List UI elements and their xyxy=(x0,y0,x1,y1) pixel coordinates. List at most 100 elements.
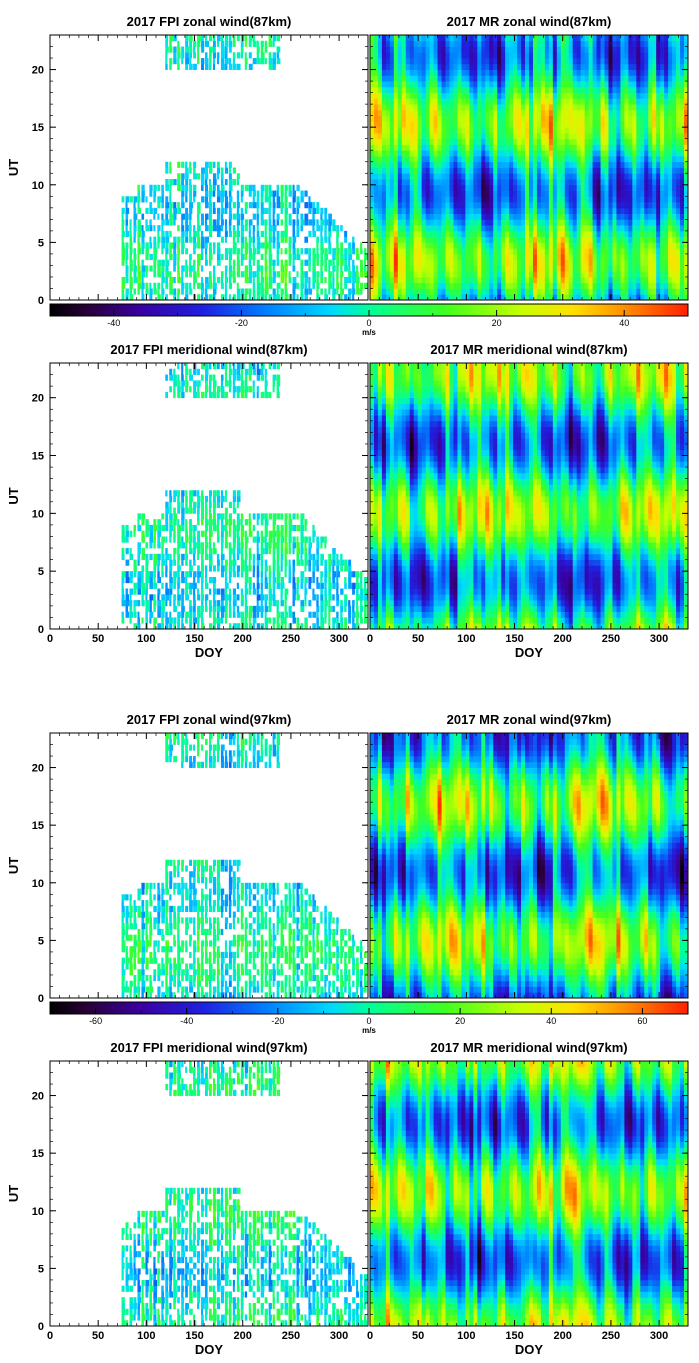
y-tick-label: 20 xyxy=(32,393,44,405)
plot-frame xyxy=(49,34,369,301)
wind-field xyxy=(121,35,368,301)
y-tick-label: 15 xyxy=(32,451,44,463)
y-tick-label: 20 xyxy=(32,1091,44,1103)
x-tick-label: 0 xyxy=(367,1330,373,1342)
colorbar-tick-label: 40 xyxy=(546,1016,556,1026)
x-tick-label: 50 xyxy=(92,633,104,645)
colorbar-tick-label: 60 xyxy=(637,1016,647,1026)
x-tick-label: 300 xyxy=(330,633,348,645)
plot-frame xyxy=(369,732,689,999)
plot-frame xyxy=(49,732,369,999)
panel-title: 2017 FPI meridional wind(87km) xyxy=(110,342,307,357)
x-tick-label: 200 xyxy=(554,633,572,645)
panel-title: 2017 FPI zonal wind(97km) xyxy=(127,712,292,727)
colorbar-unit: m/s xyxy=(362,328,376,337)
x-tick-label: 200 xyxy=(234,1330,252,1342)
x-tick-label: 0 xyxy=(47,1330,53,1342)
plot-frame xyxy=(49,1060,369,1327)
y-tick-label: 0 xyxy=(38,295,44,307)
panel-title: 2017 FPI zonal wind(87km) xyxy=(127,14,292,29)
colorbar-tick-label: 0 xyxy=(366,1016,371,1026)
panel-fpi-0: 2017 FPI zonal wind(87km) 0 5 10 15 20 UT xyxy=(6,14,369,307)
y-tick-label: 5 xyxy=(38,1263,44,1275)
y-axis-label: UT xyxy=(6,159,21,176)
wind-field xyxy=(370,35,689,301)
colorbar-tick-label: 20 xyxy=(492,318,502,328)
x-tick-label: 200 xyxy=(234,633,252,645)
colorbar-tick-label: 40 xyxy=(619,318,629,328)
x-tick-label: 150 xyxy=(185,633,203,645)
x-tick-label: 100 xyxy=(137,633,155,645)
x-axis-label: DOY xyxy=(195,1342,224,1357)
wind-field xyxy=(370,363,689,630)
y-axis-label: UT xyxy=(6,487,21,504)
x-tick-label: 300 xyxy=(650,1330,668,1342)
colorbar-tick-label: -20 xyxy=(235,318,248,328)
y-tick-label: 20 xyxy=(32,65,44,77)
wind-field xyxy=(370,1061,689,1327)
y-tick-label: 5 xyxy=(38,237,44,249)
plot-frame xyxy=(369,1060,689,1327)
x-tick-label: 250 xyxy=(282,633,300,645)
wind-field xyxy=(121,363,368,630)
panel-title: 2017 MR zonal wind(87km) xyxy=(447,14,612,29)
panel-title: 2017 MR meridional wind(97km) xyxy=(430,1040,627,1055)
x-tick-label: 50 xyxy=(92,1330,104,1342)
x-tick-label: 300 xyxy=(330,1330,348,1342)
x-tick-label: 50 xyxy=(412,633,424,645)
x-axis-label: DOY xyxy=(515,1342,544,1357)
panel-title: 2017 FPI meridional wind(97km) xyxy=(110,1040,307,1055)
x-tick-label: 150 xyxy=(185,1330,203,1342)
x-tick-label: 150 xyxy=(505,1330,523,1342)
panel-title: 2017 MR zonal wind(97km) xyxy=(447,712,612,727)
wind-field xyxy=(121,1061,368,1327)
x-tick-label: 300 xyxy=(650,633,668,645)
panel-mr-5: 2017 MR zonal wind(97km) xyxy=(369,712,689,999)
y-tick-label: 10 xyxy=(32,878,44,890)
colorbar-1: -60 -40 -20 0 20 40 60 m/s xyxy=(49,1001,689,1035)
colorbar-tick-label: 20 xyxy=(455,1016,465,1026)
x-tick-label: 150 xyxy=(505,633,523,645)
y-tick-label: 5 xyxy=(38,566,44,578)
x-axis-label: DOY xyxy=(515,645,544,660)
y-tick-label: 10 xyxy=(32,180,44,192)
y-axis-label: UT xyxy=(6,857,21,874)
colorbar-tick-label: -60 xyxy=(89,1016,102,1026)
plot-frame xyxy=(49,362,369,630)
x-tick-label: 250 xyxy=(602,1330,620,1342)
y-tick-label: 10 xyxy=(32,1206,44,1218)
panel-mr-1: 2017 MR zonal wind(87km) xyxy=(369,14,689,301)
colorbar-unit: m/s xyxy=(362,1026,376,1035)
colorbar-tick-label: -40 xyxy=(107,318,120,328)
x-axis-label: DOY xyxy=(195,645,224,660)
y-tick-label: 15 xyxy=(32,820,44,832)
x-tick-label: 100 xyxy=(457,1330,475,1342)
panel-mr-7: 2017 MR meridional wind(97km) 0 50 100 150 20… xyxy=(367,1040,689,1357)
panel-fpi-4: 2017 FPI zonal wind(97km) 0 5 10 15 20 UT xyxy=(6,712,369,1005)
x-tick-label: 50 xyxy=(412,1330,424,1342)
y-tick-label: 15 xyxy=(32,122,44,134)
y-tick-label: 10 xyxy=(32,508,44,520)
colorbar-tick-label: 0 xyxy=(366,318,371,328)
panel-fpi-2: 2017 FPI meridional wind(87km) 0 5 10 15 200 5… xyxy=(6,342,369,660)
y-tick-label: 0 xyxy=(38,1321,44,1333)
colorbar-0: -40 -20 0 20 40 m/s xyxy=(49,303,689,337)
colorbar-tick-label: -40 xyxy=(180,1016,193,1026)
x-tick-label: 200 xyxy=(554,1330,572,1342)
y-tick-label: 0 xyxy=(38,993,44,1005)
y-tick-label: 15 xyxy=(32,1148,44,1160)
y-tick-label: 5 xyxy=(38,935,44,947)
panel-title: 2017 MR meridional wind(87km) xyxy=(430,342,627,357)
y-tick-label: 0 xyxy=(38,624,44,636)
colorbar-tick-label: -20 xyxy=(271,1016,284,1026)
y-axis-label: UT xyxy=(6,1185,21,1202)
x-tick-label: 250 xyxy=(282,1330,300,1342)
panel-mr-3: 2017 MR meridional wind(87km) 0 50 100 150 20… xyxy=(367,342,689,660)
x-tick-label: 100 xyxy=(137,1330,155,1342)
plot-frame xyxy=(369,34,689,301)
x-tick-label: 0 xyxy=(367,633,373,645)
x-tick-label: 100 xyxy=(457,633,475,645)
wind-field xyxy=(121,733,368,999)
